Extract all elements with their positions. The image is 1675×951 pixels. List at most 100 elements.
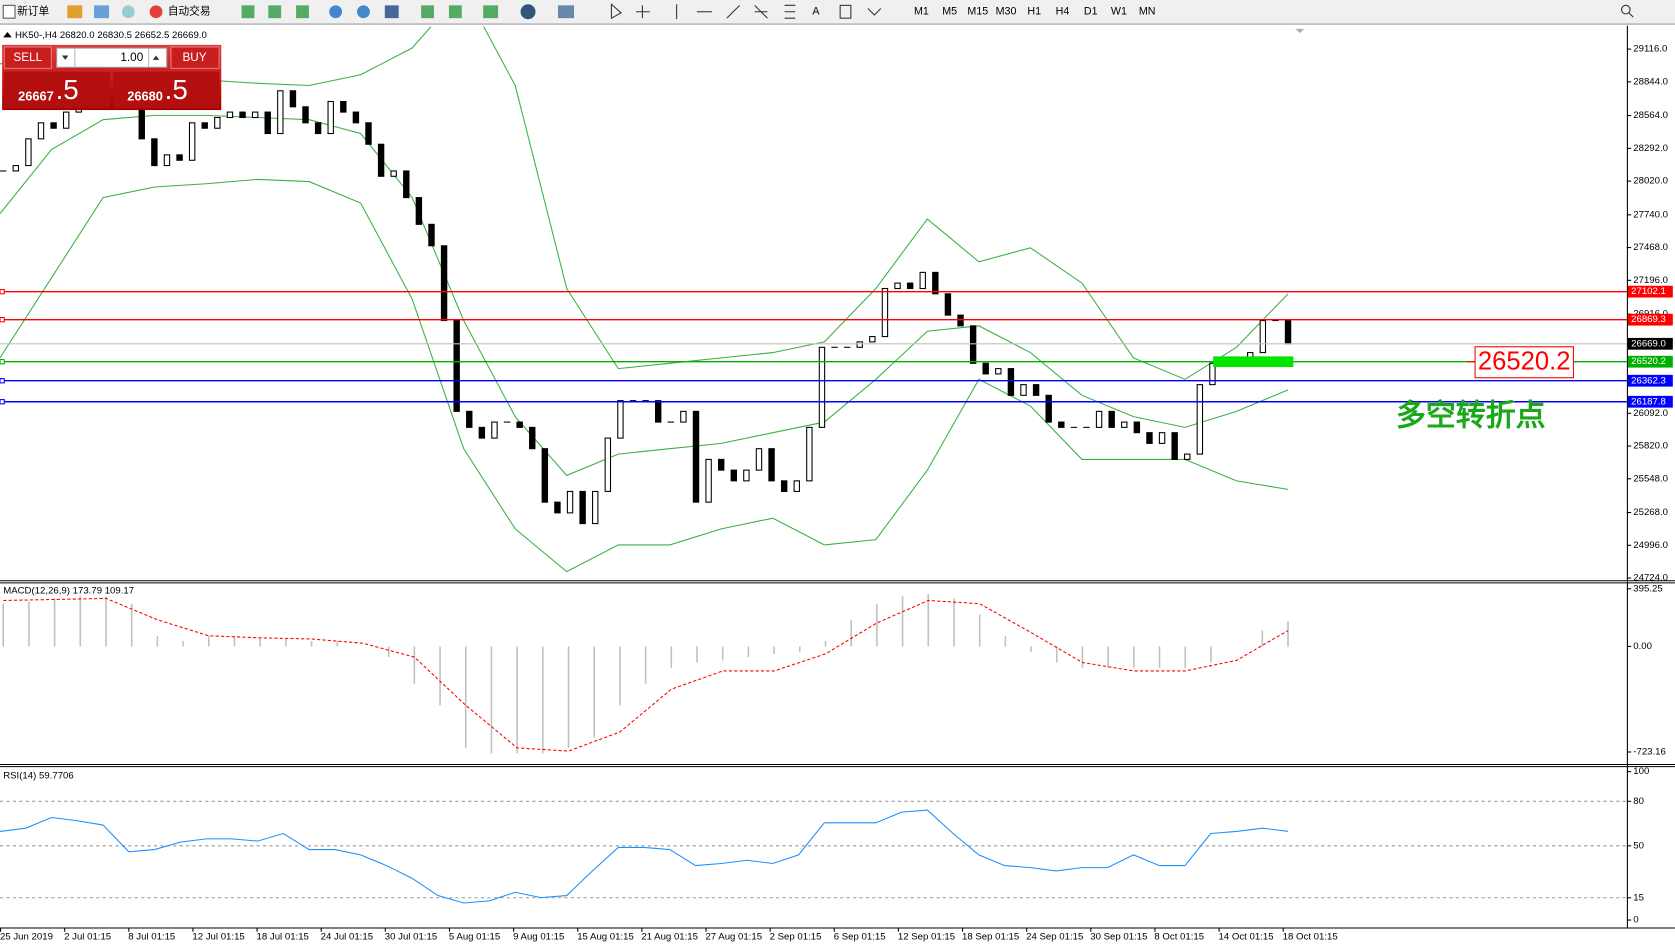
icon[interactable] (94, 5, 110, 19)
timeframe-button[interactable]: H1 (1027, 6, 1041, 18)
rsi-title: RSI(14) 59.7706 (3, 770, 74, 781)
candle (554, 501, 561, 514)
buy-button[interactable] (170, 46, 220, 69)
candle (1146, 432, 1153, 444)
candle (869, 336, 876, 343)
x-tick-label: 21 Aug 01:15 (641, 932, 698, 943)
y-tick-label: 24724.0 (1633, 573, 1668, 584)
arrow-tool[interactable] (867, 8, 882, 16)
level-tag-label: 26187.8 (1631, 396, 1666, 407)
y-tick-label: 395.25 (1633, 583, 1662, 594)
fibo-tool[interactable] (784, 4, 796, 19)
timeframe-button[interactable]: M30 (996, 6, 1017, 18)
text-tool-glyph[interactable]: A (812, 6, 820, 18)
candle (214, 116, 221, 129)
chart-area (0, 25, 1675, 951)
candle (340, 100, 347, 113)
shift-marker (1295, 28, 1305, 34)
ask-fraction[interactable]: .5 (165, 74, 188, 105)
candle (856, 341, 863, 348)
timeframe-button[interactable]: MN (1139, 6, 1156, 18)
icon[interactable] (520, 4, 536, 20)
icon[interactable] (557, 5, 574, 19)
candle (1121, 421, 1128, 428)
new-order-icon[interactable] (2, 4, 16, 19)
icon[interactable] (384, 5, 399, 19)
candle (277, 90, 284, 135)
candle (818, 346, 826, 428)
label-tool[interactable] (839, 4, 852, 19)
candle (327, 100, 334, 135)
lot-input[interactable] (56, 47, 168, 68)
x-tick-label: 6 Sep 01:15 (834, 932, 886, 943)
candle (1209, 362, 1216, 386)
main-chart-title: HK50-,H4 26820.0 26830.5 26652.5 26669.0 (15, 30, 207, 41)
candle (768, 448, 775, 482)
icon[interactable] (357, 5, 370, 19)
timeframe-button[interactable]: D1 (1084, 6, 1098, 18)
lot-value[interactable]: 1.00 (120, 51, 143, 64)
auto-trading-button[interactable]: 自动交易 (168, 5, 211, 18)
bid-box[interactable] (4, 71, 111, 108)
icon[interactable] (448, 5, 462, 19)
candle (919, 271, 926, 290)
ask-box[interactable] (113, 71, 220, 108)
y-tick-label: 27740.0 (1633, 209, 1668, 220)
icon[interactable] (483, 5, 499, 19)
candle (743, 469, 750, 482)
candle (1171, 432, 1178, 460)
timeframe-button[interactable]: M5 (942, 6, 957, 18)
timeframe-button[interactable]: M1 (914, 6, 929, 18)
timeframe-button[interactable]: W1 (1111, 6, 1127, 18)
search-icon[interactable] (1620, 4, 1631, 15)
candle (251, 111, 259, 119)
bid-fraction[interactable]: .5 (56, 74, 79, 105)
icon[interactable] (67, 5, 83, 19)
x-tick-label: 24 Sep 01:15 (1026, 932, 1083, 943)
level-anchor (0, 317, 5, 323)
icon[interactable] (268, 5, 282, 19)
new-order-button[interactable]: 新订单 (17, 5, 49, 18)
cursor-tool[interactable] (610, 3, 622, 20)
bid-price[interactable]: 26667 (18, 89, 54, 104)
icon[interactable] (329, 5, 343, 19)
candle (264, 111, 271, 135)
crosshair-tool[interactable] (635, 5, 650, 19)
candle (906, 282, 914, 290)
candle (1108, 410, 1115, 428)
icon[interactable] (121, 5, 135, 19)
candle (730, 469, 737, 482)
y-tick-label: 26092.0 (1633, 408, 1668, 419)
annotation-box (1474, 346, 1574, 379)
collapse-arrow[interactable] (3, 32, 12, 38)
sell-button[interactable] (3, 46, 52, 69)
sell-label[interactable]: SELL (13, 51, 42, 64)
candle (188, 122, 196, 161)
candle (403, 170, 410, 199)
icon[interactable] (421, 5, 434, 19)
drawing-tools (610, 3, 1634, 20)
candle (806, 426, 813, 482)
y-tick-label: 28844.0 (1633, 76, 1668, 87)
y-tick-label: 25820.0 (1633, 441, 1668, 452)
search-icon-handle[interactable] (1628, 12, 1634, 18)
auto-trading-icon[interactable] (149, 5, 163, 19)
ask-price[interactable]: 26680 (127, 89, 163, 104)
level-tag-label: 27102.1 (1631, 286, 1666, 297)
icon[interactable] (296, 5, 309, 19)
buy-label[interactable]: BUY (182, 51, 206, 64)
candle (541, 448, 549, 503)
timeframe-button[interactable]: M15 (967, 6, 988, 18)
icon[interactable] (241, 5, 255, 19)
candle (579, 490, 586, 525)
candle (529, 426, 536, 450)
x-tick-label: 9 Aug 01:15 (513, 932, 564, 943)
one-click-trading-panel: SELL 1.00 BUY 26667 .5 26680 .5 (2, 44, 222, 111)
timeframe-button[interactable]: H4 (1056, 6, 1070, 18)
trendline-tool[interactable] (726, 4, 741, 19)
candle (705, 458, 712, 503)
y-tick-label: 25548.0 (1633, 473, 1668, 484)
channel-tool[interactable] (754, 4, 768, 19)
level-tag-label: 26362.3 (1631, 375, 1666, 386)
